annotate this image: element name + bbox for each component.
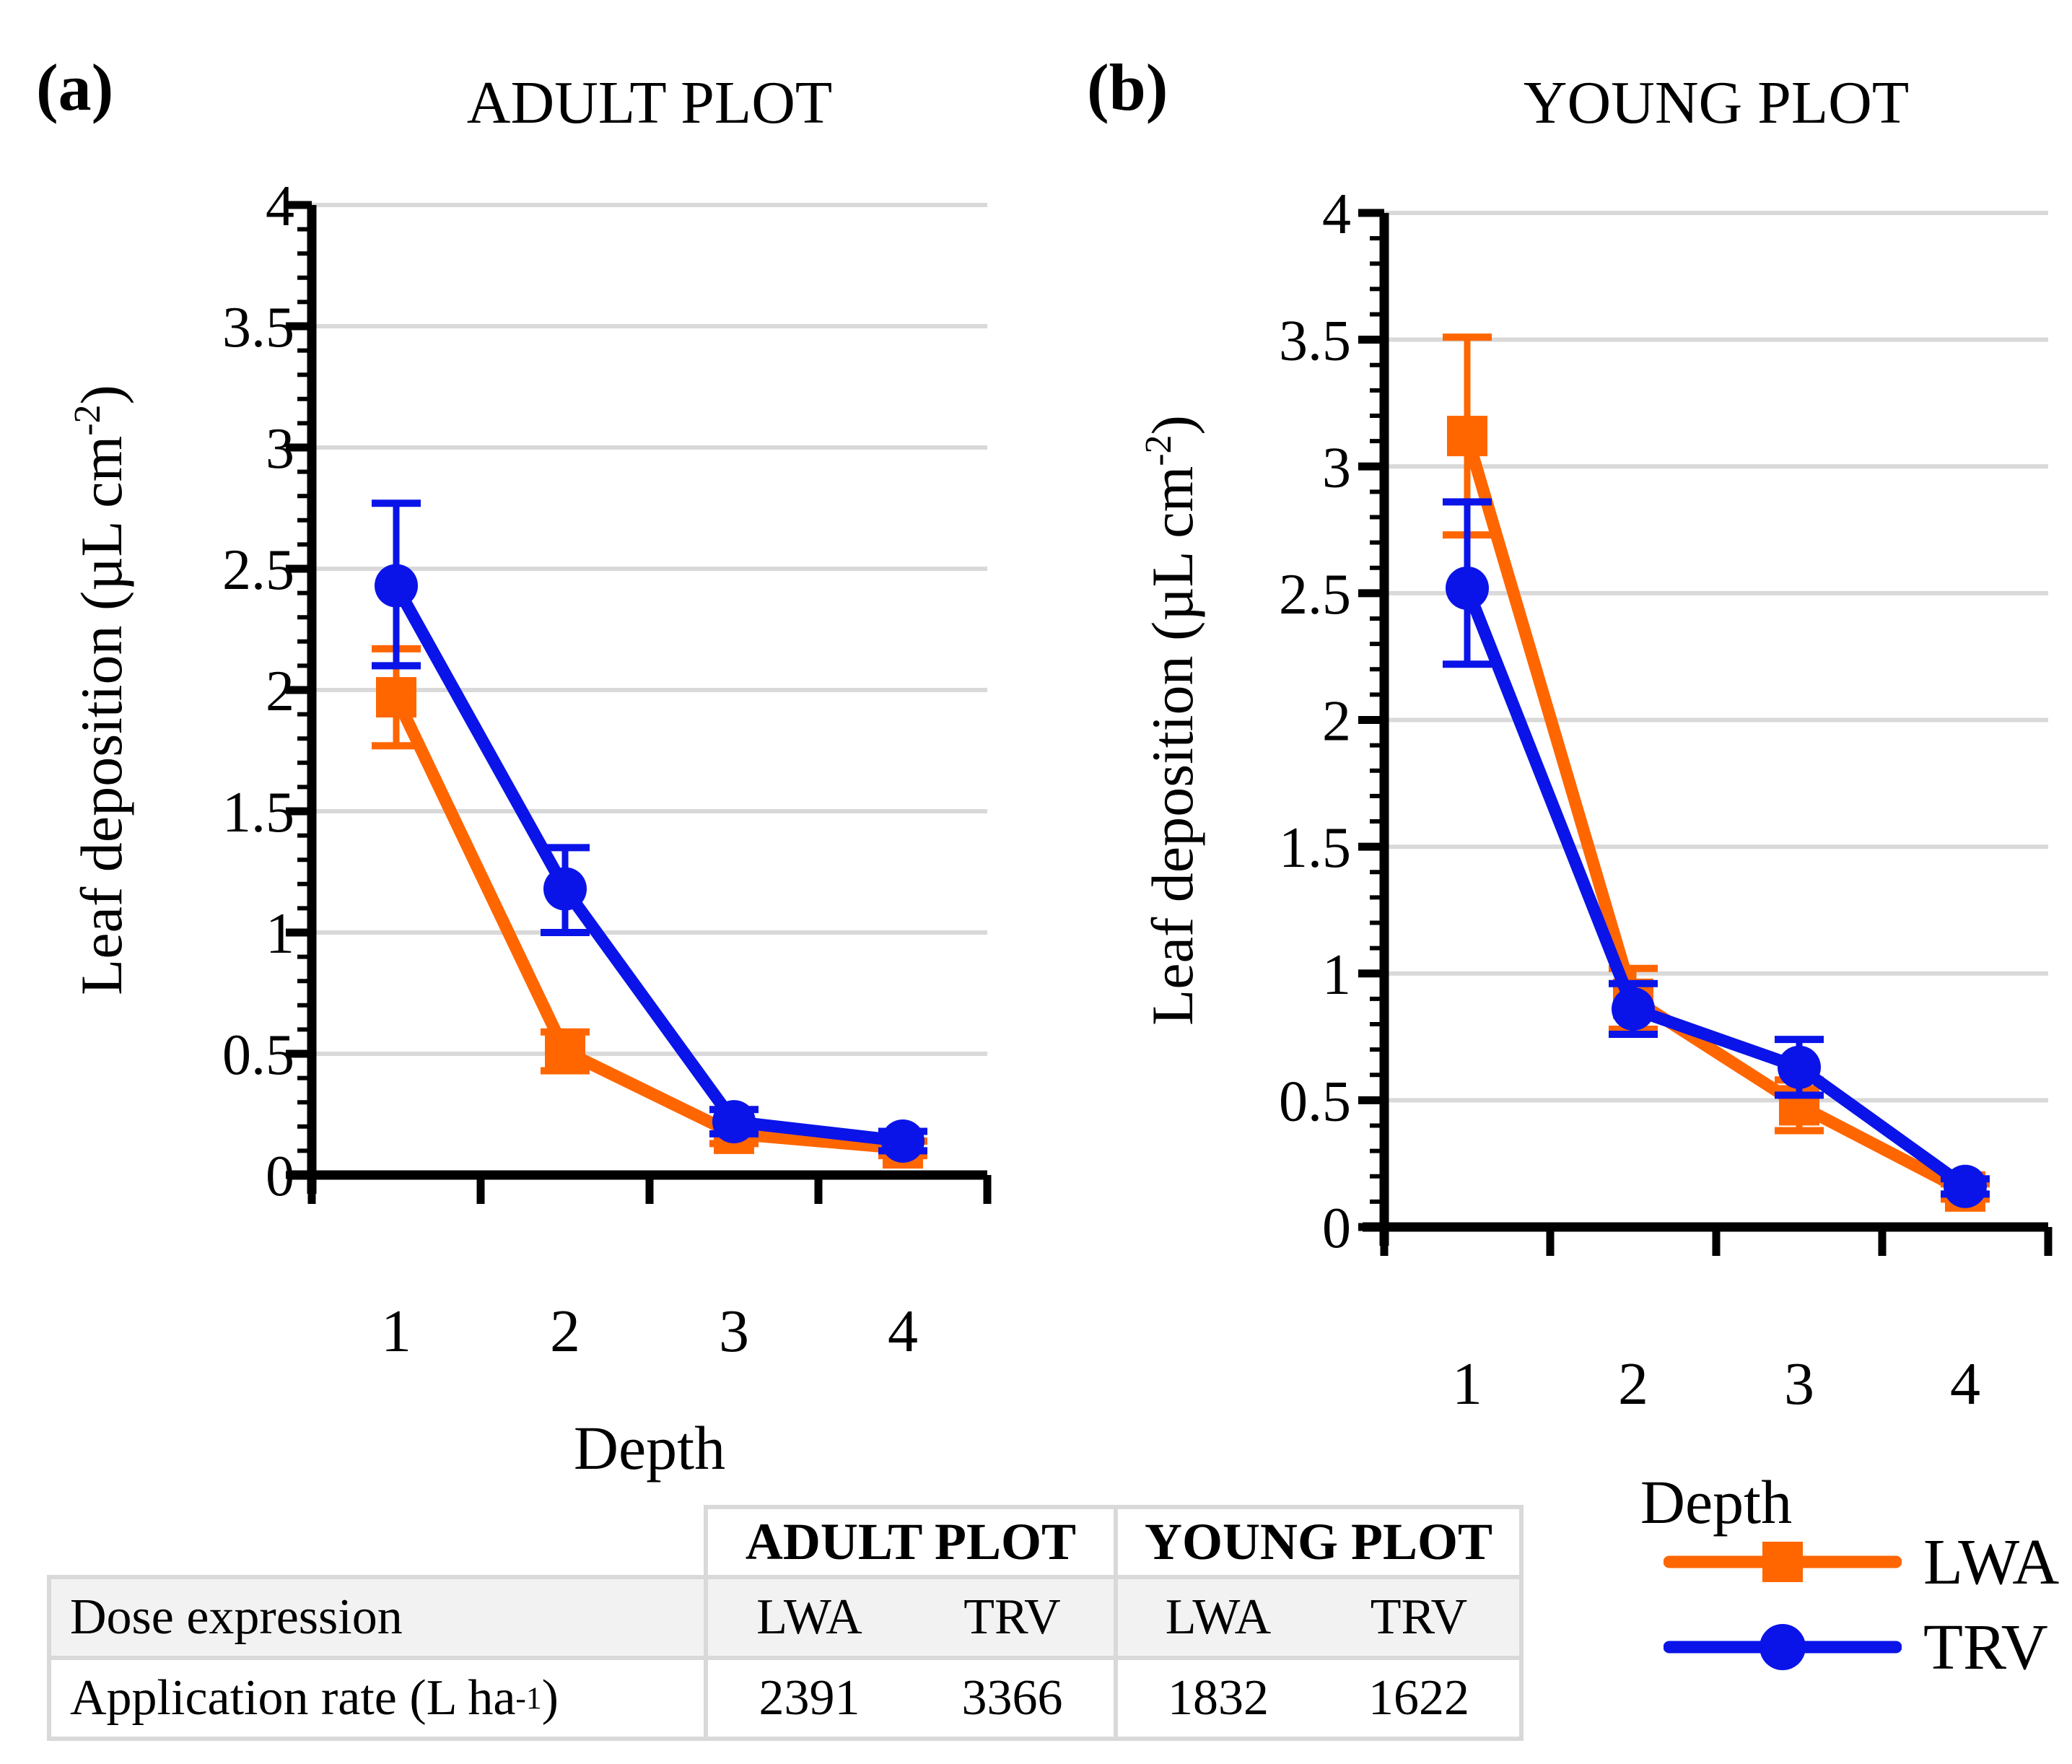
y-tick-label: 2.5 [1279,563,1351,626]
dose-table: ADULT PLOT YOUNG PLOT Dose expression LW… [47,1505,1524,1741]
y-tick-label: 4 [1322,183,1351,246]
table-row-application-rate-label: Application rate (L ha -1) [47,1656,704,1741]
y-tick-label: 1 [1322,943,1351,1007]
lwa-swatch [1664,1542,1902,1582]
y-tick-label: 2 [266,660,294,723]
x-tick-label: 3 [719,1298,749,1365]
series-line [1461,585,1969,1192]
series-line [390,694,904,1155]
series-trv [1443,498,1990,1208]
series-lwa [372,645,927,1169]
table-row-rate-young-values: 1832 1622 [1114,1656,1524,1741]
circle-marker-icon [1612,987,1655,1031]
y-tick-label: 1.5 [222,781,294,844]
trv-circle-marker-icon [1760,1624,1806,1670]
series-trv [372,499,927,1163]
x-tick-label: 3 [1784,1350,1814,1418]
x-tick-label: 4 [1950,1350,1980,1418]
y-tick-label: 3.5 [222,296,294,359]
dose-adult-trv: TRV [963,1589,1061,1645]
y-axis-title: Leaf deposition (µL cm-2) [1138,415,1205,1026]
table-row-dose-expression-label: Dose expression [47,1575,704,1656]
y-tick-label: 1 [266,902,294,966]
rate-young-lwa-value: 1832 [1168,1670,1269,1726]
y-tick-label: 3.5 [1279,310,1351,373]
x-tick-label: 1 [381,1298,411,1365]
series-legend: LWA TRV [1664,1519,2059,1690]
y-tick-label: 3 [266,417,294,481]
legend-label-lwa: LWA [1923,1526,2060,1598]
legend-label-trv: TRV [1923,1611,2048,1683]
x-axis-title: Depth [574,1413,725,1483]
dose-young-lwa: LWA [1165,1589,1272,1645]
y-tick-label: 1.5 [1279,816,1351,880]
table-row-dose-adult-cols: LWA TRV [704,1575,1114,1656]
table-header-adult-plot: ADULT PLOT [704,1505,1114,1575]
y-tick-label: 2 [1322,690,1351,754]
rate-adult-trv-value: 3366 [961,1670,1063,1726]
y-tick-label: 3 [1322,436,1351,499]
application-rate-label-text: Application rate (L ha [70,1670,516,1726]
circle-marker-icon [1944,1164,1987,1208]
x-tick-label: 1 [1452,1350,1482,1418]
square-marker-icon [1447,416,1487,457]
circle-marker-icon [881,1119,924,1163]
dose-young-trv: TRV [1370,1589,1468,1645]
x-tick-label: 2 [1618,1350,1648,1418]
y-tick-label: 2.5 [222,538,294,602]
circle-marker-icon [712,1100,756,1144]
series-line [1461,434,1968,1197]
square-marker-icon [376,677,416,718]
circle-marker-icon [375,564,418,608]
x-tick-label: 4 [888,1298,918,1365]
y-tick-label: 0.5 [222,1023,294,1087]
x-tick-label: 2 [550,1298,580,1365]
panel-label: (a) [36,51,113,124]
lwa-square-marker-icon [1762,1542,1803,1582]
circle-marker-icon [1446,566,1489,610]
square-marker-icon [545,1031,585,1072]
y-axis-title: Leaf deposition (µL cm-2) [67,385,134,995]
x-axis-title: Depth [1640,1467,1792,1537]
table-header-young-plot: YOUNG PLOT [1114,1505,1524,1575]
y-tick-label: 4 [266,175,294,238]
rate-young-trv-value: 1622 [1368,1670,1469,1726]
table-row-rate-adult-values: 2391 3366 [704,1656,1114,1741]
legend-item-lwa: LWA [1664,1519,2059,1604]
chart-panel-b: 0 0.5 1 1.5 2 2.5 3 3.5 4 1 2 3 4 YOUNG PLOT (b) Depth L… [1087,51,2053,1537]
chart-title: ADULT PLOT [467,69,832,136]
legend-item-trv: TRV [1664,1604,2059,1690]
application-rate-label-close: ) [541,1670,559,1726]
circle-marker-icon [1778,1045,1821,1089]
y-tick-label: 0 [1322,1197,1351,1260]
y-tick-label: 0 [266,1145,294,1208]
y-tick-label: 0.5 [1279,1070,1351,1133]
circle-marker-icon [543,867,587,911]
chart-panel-a: 0 0.5 1 1.5 2 2.5 3 3.5 4 1 2 3 4 ADULT PLOT (a) Depth L… [36,51,992,1483]
series-line [390,582,904,1148]
table-row-dose-young-cols: LWA TRV [1114,1575,1524,1656]
dose-adult-lwa: LWA [756,1589,862,1645]
chart-title: YOUNG PLOT [1524,69,1909,136]
table-corner-cell [47,1505,704,1575]
rate-adult-lwa-value: 2391 [759,1670,860,1726]
trv-swatch [1664,1624,1902,1670]
panel-label: (b) [1087,51,1168,124]
